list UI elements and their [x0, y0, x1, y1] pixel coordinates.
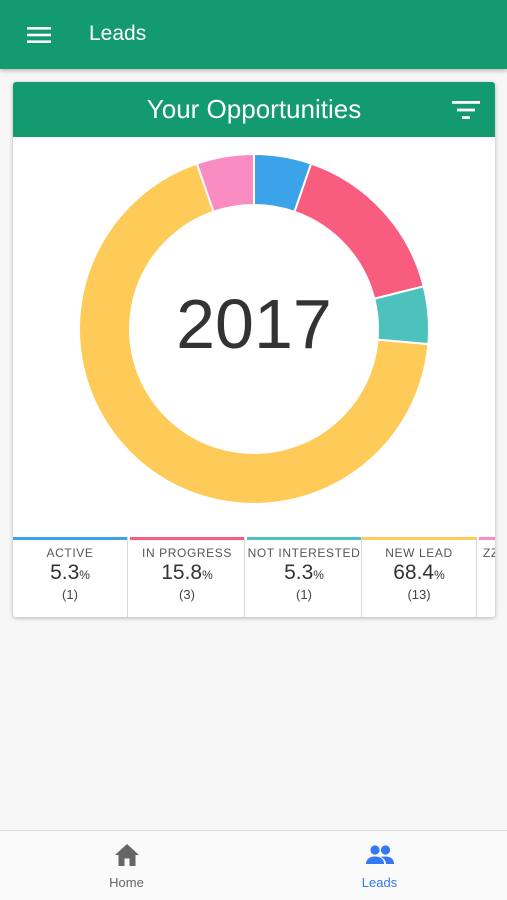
donut-slice-zz[interactable] — [195, 152, 255, 214]
legend-label: NEW LEAD — [385, 546, 453, 560]
nav-tab-home[interactable]: Home — [0, 831, 253, 900]
filter-button[interactable] — [449, 96, 483, 124]
legend-count: (1) — [62, 587, 78, 602]
nav-label-leads: Leads — [361, 875, 398, 890]
legend-percent-value: 15.8 — [161, 561, 203, 584]
legend-percent-value: 5.3 — [284, 561, 314, 584]
legend-item-in-progress[interactable]: IN PROGRESS 15.8% (3) — [130, 537, 245, 617]
donut-slice-new-lead[interactable] — [78, 162, 430, 505]
legend-count: (1) — [296, 587, 312, 602]
bottom-navigation: Home Leads — [0, 830, 507, 900]
legend-label: NOT INTERESTED — [247, 546, 361, 560]
legend-percent: 15.8% — [130, 561, 244, 585]
opportunities-donut-chart[interactable]: 2017 — [13, 137, 495, 532]
legend-color-bar — [13, 537, 127, 540]
page-title: Leads — [89, 22, 147, 45]
legend-percent-unit: % — [313, 568, 324, 582]
menu-button[interactable] — [22, 20, 56, 50]
legend-color-bar — [247, 537, 361, 540]
legend-item-not-interested[interactable]: NOT INTERESTED 5.3% (1) — [247, 537, 362, 617]
home-icon — [0, 843, 253, 869]
legend-label: ZZ — [483, 546, 495, 560]
card-header: Your Opportunities — [13, 82, 495, 137]
legend-item-zz[interactable]: ZZ — [479, 537, 495, 617]
legend-color-bar — [479, 537, 495, 540]
legend-percent: 5.3% — [247, 561, 361, 585]
legend-percent-value: 68.4 — [393, 561, 435, 584]
card-title: Your Opportunities — [146, 94, 362, 124]
legend-percent-unit: % — [79, 568, 90, 582]
menu-icon — [27, 27, 51, 43]
donut-slice-in-progress[interactable] — [293, 162, 425, 300]
legend-color-bar — [130, 537, 244, 540]
top-app-bar: Leads — [0, 0, 507, 69]
legend-label: IN PROGRESS — [142, 546, 232, 560]
people-icon — [253, 843, 506, 869]
legend-color-bar — [362, 537, 476, 540]
legend-item-new-lead[interactable]: NEW LEAD 68.4% (13) — [362, 537, 477, 617]
legend-percent: 68.4% — [362, 561, 476, 585]
filter-icon — [452, 101, 480, 119]
chart-center-year: 2017 — [176, 285, 332, 363]
nav-tab-leads[interactable]: Leads — [253, 831, 506, 900]
legend-percent-value: 5.3 — [50, 561, 80, 584]
legend-percent: 5.3% — [13, 561, 127, 585]
opportunities-card: Your Opportunities 2017 ACTIVE 5.3% (1) — [13, 82, 495, 617]
chart-legend: ACTIVE 5.3% (1) IN PROGRESS 15.8% (3) NO… — [13, 537, 495, 617]
legend-percent-unit: % — [202, 568, 213, 582]
legend-count: (3) — [179, 587, 195, 602]
legend-count: (13) — [407, 587, 431, 602]
legend-percent-unit: % — [434, 568, 445, 582]
legend-item-active[interactable]: ACTIVE 5.3% (1) — [13, 537, 128, 617]
nav-label-home: Home — [109, 875, 144, 890]
legend-label: ACTIVE — [46, 546, 94, 560]
